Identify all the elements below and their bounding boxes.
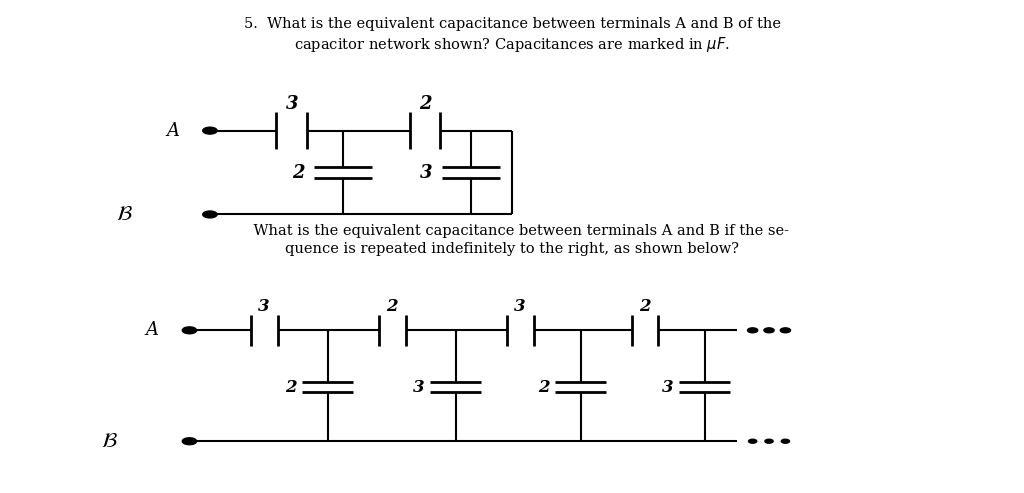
- Text: 2: 2: [386, 298, 398, 315]
- Text: 3: 3: [414, 379, 425, 395]
- Text: 2: 2: [419, 95, 431, 112]
- Circle shape: [203, 127, 217, 134]
- Circle shape: [203, 211, 217, 218]
- Circle shape: [765, 439, 773, 443]
- Text: 3: 3: [286, 95, 298, 112]
- Text: 5.  What is the equivalent capacitance between terminals A and B of the: 5. What is the equivalent capacitance be…: [244, 17, 780, 31]
- Text: What is the equivalent capacitance between terminals A and B if the se-: What is the equivalent capacitance betwe…: [234, 224, 790, 238]
- Text: 3: 3: [663, 379, 674, 395]
- Text: 3: 3: [514, 298, 526, 315]
- Circle shape: [781, 439, 790, 443]
- Text: 3: 3: [258, 298, 270, 315]
- Circle shape: [780, 328, 791, 333]
- Text: $\mathcal{B}$: $\mathcal{B}$: [101, 432, 118, 451]
- Text: quence is repeated indefinitely to the right, as shown below?: quence is repeated indefinitely to the r…: [285, 242, 739, 255]
- Circle shape: [749, 439, 757, 443]
- Circle shape: [748, 328, 758, 333]
- Circle shape: [182, 327, 197, 334]
- Text: 2: 2: [292, 164, 304, 181]
- Text: 3: 3: [420, 164, 432, 181]
- Text: A: A: [166, 122, 179, 140]
- Text: $\mathcal{B}$: $\mathcal{B}$: [117, 205, 133, 224]
- Circle shape: [764, 328, 774, 333]
- Text: 2: 2: [639, 298, 651, 315]
- Text: A: A: [145, 321, 159, 339]
- Text: 2: 2: [539, 379, 550, 395]
- Text: 2: 2: [286, 379, 297, 395]
- Text: capacitor network shown? Capacitances are marked in $\mu F$.: capacitor network shown? Capacitances ar…: [294, 35, 730, 54]
- Circle shape: [182, 438, 197, 445]
